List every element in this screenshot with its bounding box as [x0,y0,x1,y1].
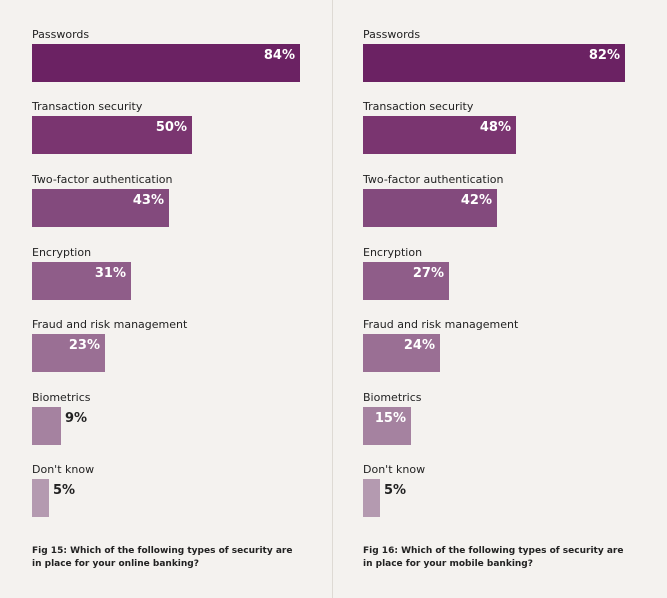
bar: 82% [363,44,625,82]
bar: 5% [32,479,75,517]
category-label: Don't know [363,463,426,476]
bar: 27% [363,262,449,300]
category-label: Encryption [32,246,92,259]
value-label: 31% [94,266,126,281]
value-label: 27% [412,266,444,281]
panel-divider [332,0,333,598]
value-label: 5% [384,483,407,498]
value-label: 82% [588,48,620,63]
value-label: 5% [53,483,76,498]
caption-line: in place for your online banking? [32,559,199,569]
chart-online-banking: Passwords 84% Transaction security 50% Two-f… [0,0,332,598]
value-label: 42% [460,193,492,208]
category-label: Transaction security [32,100,143,113]
category-label: Passwords [363,28,421,41]
chart-mobile-banking: Passwords 82% Transaction security 48% Two-f… [334,0,667,598]
bar: 23% [32,334,105,372]
category-label: Biometrics [363,391,422,404]
category-label: Encryption [363,246,423,259]
bar: 48% [363,116,516,154]
category-label: Biometrics [32,391,91,404]
value-label: 48% [479,120,511,135]
caption-line: in place for your mobile banking? [363,559,533,569]
bar: 24% [363,334,440,372]
category-label: Two-factor authentication [32,173,173,186]
category-label: Transaction security [363,100,474,113]
bar: 84% [32,44,300,82]
value-label: 84% [263,48,295,63]
value-label: 9% [65,411,88,426]
figure-caption: Fig 15: Which of the following types of … [32,545,302,571]
category-label: Fraud and risk management [32,318,188,331]
category-label: Don't know [32,463,95,476]
value-label: 24% [403,338,435,353]
bar: 5% [363,479,406,517]
caption-line: Fig 15: Which of the following types of … [32,546,293,556]
category-label: Passwords [32,28,90,41]
category-label: Fraud and risk management [363,318,519,331]
bar: 31% [32,262,131,300]
bar: 42% [363,189,497,227]
bar: 9% [32,407,87,445]
bar: 15% [363,407,411,445]
value-label: 15% [374,411,406,426]
value-label: 43% [132,193,164,208]
caption-line: Fig 16: Which of the following types of … [363,546,624,556]
category-label: Two-factor authentication [363,173,504,186]
value-label: 50% [155,120,187,135]
figure-caption: Fig 16: Which of the following types of … [363,545,633,571]
bar: 50% [32,116,192,154]
value-label: 23% [68,338,100,353]
bar: 43% [32,189,169,227]
